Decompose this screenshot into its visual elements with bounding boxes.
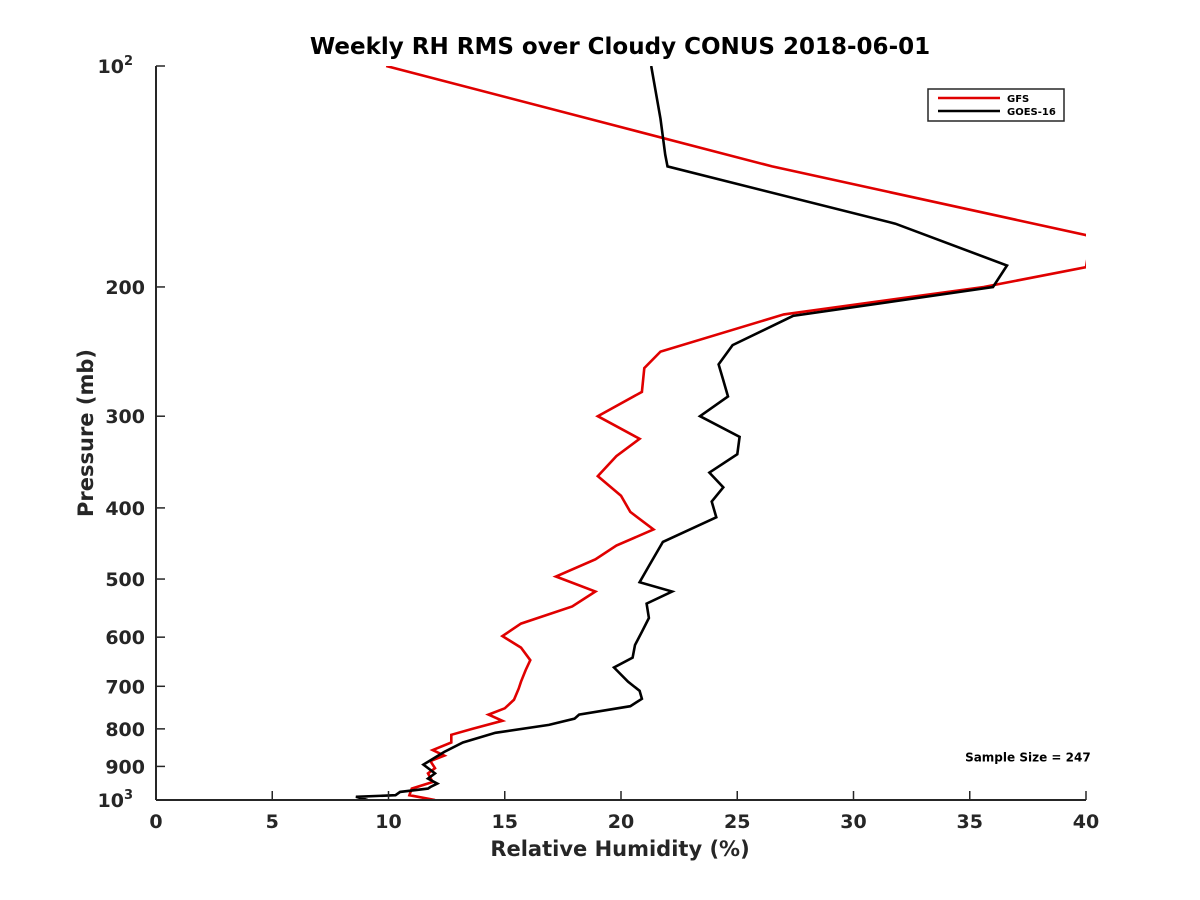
x-tick-label: 25	[724, 811, 750, 833]
x-tick-label: 5	[266, 811, 279, 833]
legend: GFS GOES-16	[927, 88, 1065, 122]
y-tick-exponent: 3	[124, 788, 133, 803]
y-tick-label: 600	[105, 627, 145, 649]
legend-box	[927, 88, 1065, 122]
y-tick-label: 400	[105, 498, 145, 520]
y-tick-label: 10	[98, 790, 124, 812]
y-tick-label: 200	[105, 277, 145, 299]
x-tick-label: 20	[608, 811, 634, 833]
y-tick-label: 700	[105, 676, 145, 698]
y-axis-label: Pressure (mb)	[74, 349, 98, 517]
y-tick-exponent: 2	[124, 54, 133, 69]
y-tick-label: 500	[105, 569, 145, 591]
series-group	[355, 66, 1086, 800]
y-tick-label: 10	[98, 56, 124, 78]
x-tick-label: 15	[492, 811, 518, 833]
x-tick-label: 0	[149, 811, 162, 833]
x-ticks: 0 5 10 15 20 25 30 35 40	[149, 791, 1099, 833]
series-line-goes16	[355, 66, 1009, 800]
x-tick-label: 10	[375, 811, 401, 833]
y-tick-label: 300	[105, 406, 145, 428]
legend-label-goes16: GOES-16	[1007, 107, 1056, 118]
x-tick-label: 30	[840, 811, 866, 833]
y-tick-label: 900	[105, 756, 145, 778]
series-line-gfs	[385, 66, 1086, 800]
legend-label-gfs: GFS	[1007, 94, 1029, 105]
x-axis-label: Relative Humidity (%)	[490, 837, 749, 861]
x-tick-label: 35	[957, 811, 983, 833]
x-tick-label: 40	[1073, 811, 1099, 833]
sample-size-annotation: Sample Size = 247	[965, 750, 1091, 764]
chart-title: Weekly RH RMS over Cloudy CONUS 2018-06-…	[310, 34, 930, 60]
y-tick-label: 800	[105, 719, 145, 741]
